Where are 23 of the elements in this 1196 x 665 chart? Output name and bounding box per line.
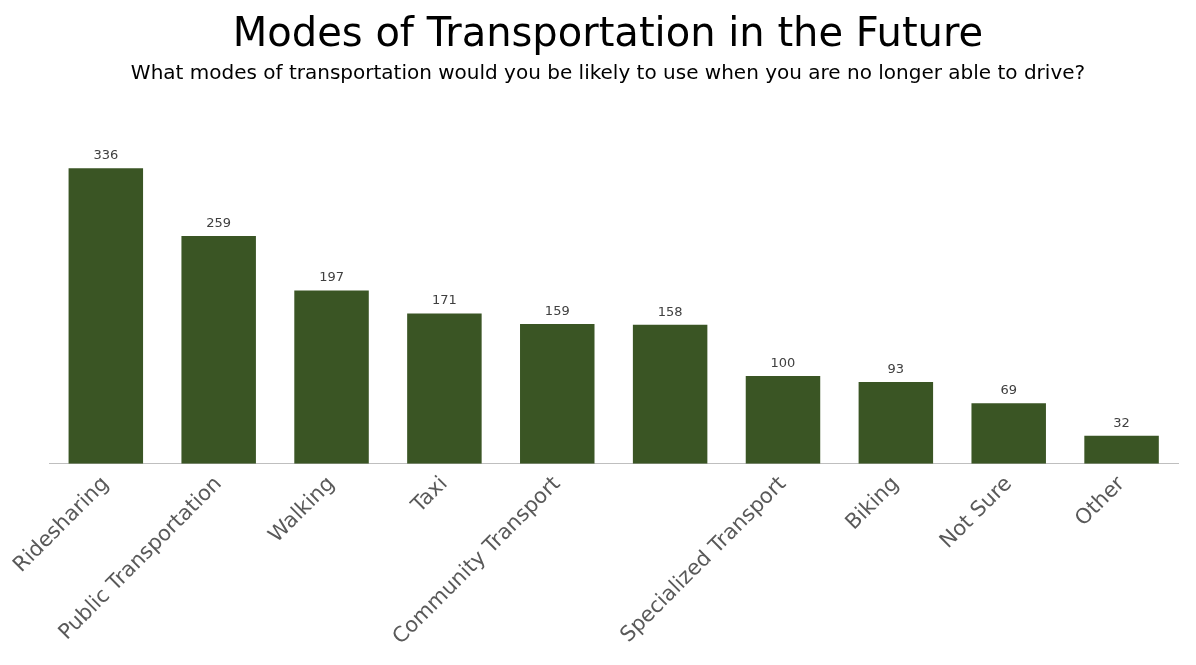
data-label: 69 bbox=[1000, 382, 1017, 398]
bar bbox=[632, 324, 708, 464]
data-label: 93 bbox=[887, 360, 905, 376]
chart-subtitle: What modes of transportation would you be likely to use when you are no longer able to drive? bbox=[130, 60, 1086, 85]
data-label: 259 bbox=[206, 214, 232, 230]
bar bbox=[181, 236, 256, 464]
bar bbox=[971, 403, 1046, 464]
bar bbox=[858, 382, 934, 464]
data-label: 100 bbox=[770, 354, 796, 370]
chart-title: Modes of Transportation in the Future bbox=[232, 9, 984, 56]
bar bbox=[520, 323, 595, 464]
bar bbox=[294, 290, 369, 464]
data-label: 197 bbox=[319, 269, 344, 285]
data-label: 32 bbox=[1113, 414, 1130, 430]
data-label: 171 bbox=[431, 292, 457, 308]
bar bbox=[1084, 435, 1159, 464]
data-label: 159 bbox=[544, 302, 570, 318]
bar bbox=[407, 313, 482, 464]
bar bbox=[68, 168, 144, 464]
x-tick-label: Taxi bbox=[405, 471, 452, 518]
data-label: 158 bbox=[657, 303, 683, 319]
data-label: 336 bbox=[93, 147, 119, 163]
bar bbox=[745, 375, 821, 464]
